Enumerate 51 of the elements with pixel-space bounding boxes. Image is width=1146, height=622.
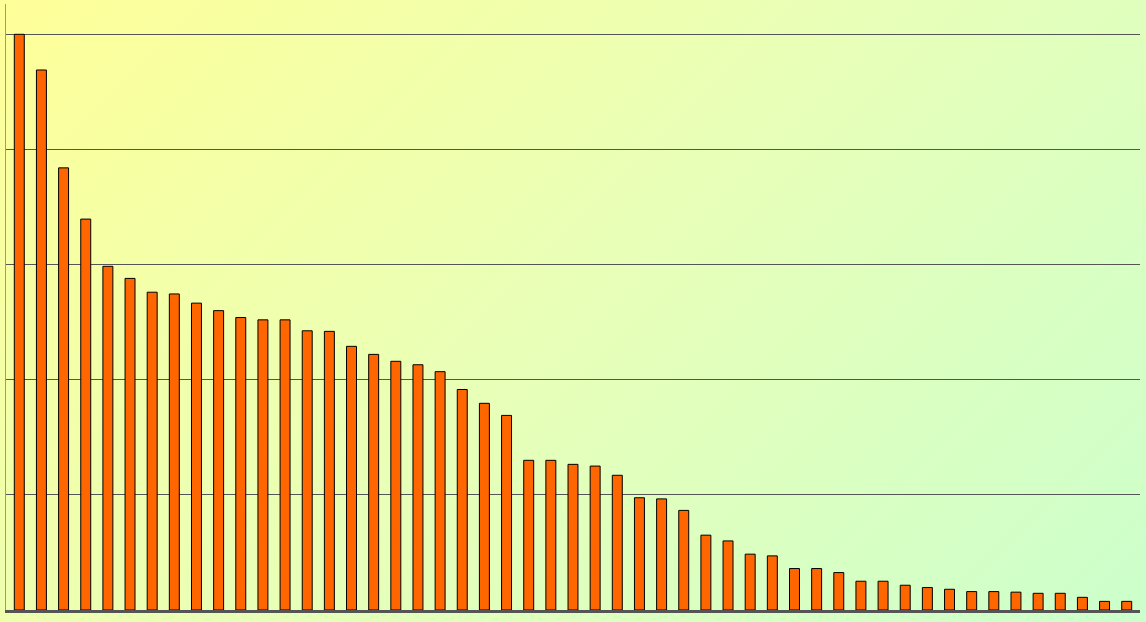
bar [1010,591,1022,610]
bar [744,553,756,610]
bar [412,364,424,610]
bar [456,389,468,610]
bar [700,534,712,610]
bar [13,33,25,610]
bar [1032,592,1044,610]
bar [80,218,92,610]
bar [478,402,490,610]
bar [168,293,180,610]
bar [633,497,645,610]
bar [611,474,623,610]
bar [1054,592,1066,610]
bar [811,568,823,610]
bar [833,572,845,610]
bar [567,463,579,610]
bar [235,317,247,610]
bar [1099,600,1111,610]
bar [789,568,800,610]
bar [323,330,335,610]
bar [35,69,47,610]
bar [501,414,513,610]
bar [102,265,114,610]
bar [966,591,978,610]
bar [523,459,535,610]
bar [877,580,889,610]
bar [213,310,225,610]
bar [766,555,778,610]
bar [346,345,357,610]
bar [279,319,291,610]
bar [589,465,601,610]
bar [368,353,380,610]
bar [921,587,933,610]
bar [545,459,557,610]
bar [944,588,956,610]
bar [656,498,668,610]
bar [899,584,911,610]
bar [722,540,734,610]
bar [855,580,867,610]
bar [988,591,1000,610]
bar [390,360,402,610]
bar [58,167,70,610]
bar [1121,600,1133,610]
bar [124,277,136,610]
bar [146,291,158,610]
bar [257,319,269,610]
bar [1076,596,1088,610]
bar [190,302,202,610]
bar [678,509,690,610]
bar [434,371,446,610]
bar [301,330,313,610]
